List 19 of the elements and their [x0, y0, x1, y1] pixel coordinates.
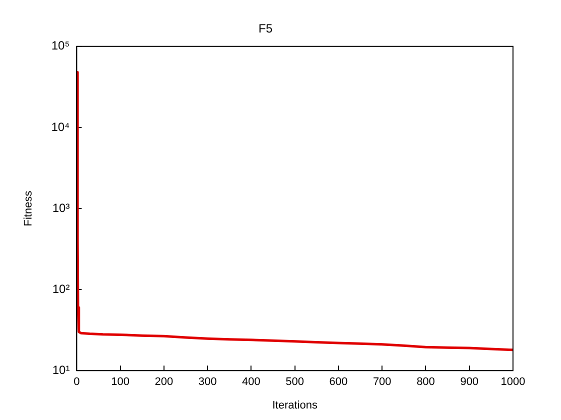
- y-tick-label: 10³: [52, 200, 70, 215]
- x-tick-label: 700: [372, 376, 392, 388]
- x-tick-label: 400: [242, 376, 260, 388]
- y-tick-label: 10¹: [52, 362, 70, 377]
- y-axis-title: Fitness: [22, 190, 35, 226]
- y-tick-label: 10⁴: [51, 120, 70, 134]
- x-tick-label: 800: [416, 376, 435, 388]
- x-tick-label: 300: [198, 376, 217, 388]
- x-tick-label: 600: [329, 376, 348, 388]
- x-tick-label: 100: [111, 376, 130, 388]
- x-tick-label: 900: [460, 376, 479, 388]
- x-tick-label: 200: [154, 376, 174, 388]
- chart-title: F5: [258, 22, 273, 36]
- x-tick-label: 500: [286, 376, 304, 388]
- y-tick-label: 10²: [52, 282, 70, 296]
- x-tick-label: 1000: [500, 376, 526, 388]
- y-tick-label: 10⁵: [51, 38, 70, 53]
- x-tick-label: 0: [74, 376, 80, 388]
- x-axis-title: Iterations: [272, 399, 318, 412]
